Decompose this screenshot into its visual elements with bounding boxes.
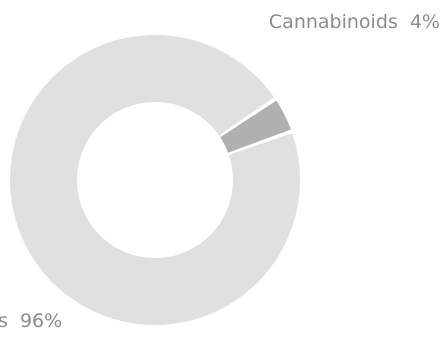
- slice-label-cannabinoids-value: 4%: [410, 11, 440, 33]
- slice-label-main-partial: s: [0, 310, 8, 332]
- slice-label-main: s 96%: [0, 310, 62, 332]
- slice-cannabinoids: [220, 100, 291, 153]
- slice-label-cannabinoids: Cannabinoids 4%: [269, 11, 440, 33]
- slices-group: [9, 34, 300, 325]
- slice-label-cannabinoids-name: Cannabinoids: [269, 11, 398, 33]
- slice-main: [9, 34, 300, 325]
- slice-label-main-value: 96%: [20, 310, 62, 332]
